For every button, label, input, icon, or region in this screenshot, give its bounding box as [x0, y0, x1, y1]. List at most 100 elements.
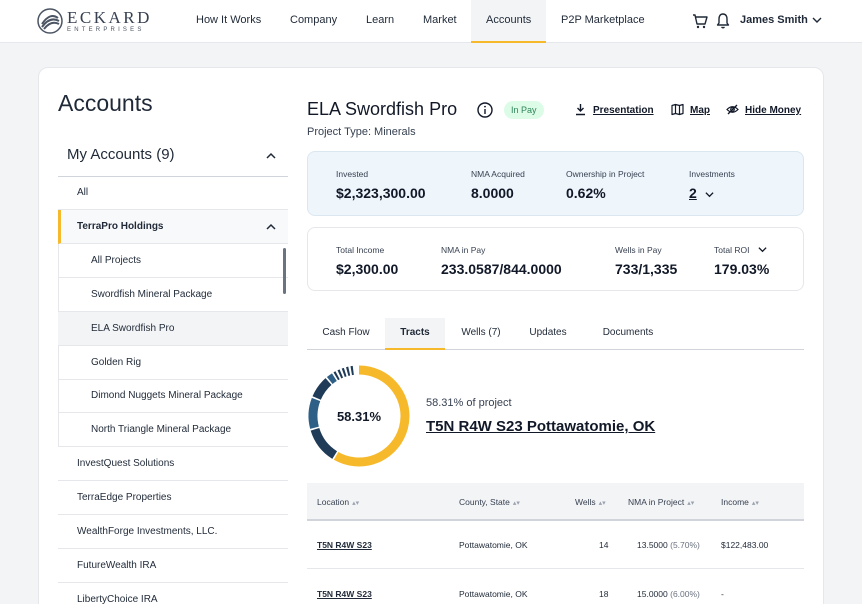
my-accounts-header[interactable]: My Accounts (9) — [58, 137, 288, 177]
column-header-label: Income — [721, 497, 749, 507]
column-header-county-state[interactable]: County, State ▴▾ — [459, 497, 520, 507]
bell-icon[interactable] — [714, 12, 732, 30]
sidebar-project-north-triangle[interactable]: North Triangle Mineral Package — [58, 413, 288, 447]
column-header-label: NMA in Project — [628, 497, 685, 507]
sidebar-account-futurewealth[interactable]: FutureWealth IRA — [58, 549, 288, 583]
sidebar-project-swordfish-mineral[interactable]: Swordfish Mineral Package — [58, 278, 288, 312]
donut-slice-other — [308, 397, 321, 429]
eye-off-icon[interactable] — [726, 103, 739, 116]
nav-learn[interactable]: Learn — [366, 14, 395, 26]
column-header-location[interactable]: Location ▴▾ — [317, 497, 359, 507]
user-name[interactable]: James Smith — [740, 14, 808, 26]
sidebar-item-all[interactable]: All — [58, 176, 288, 210]
chevron-up-icon[interactable] — [266, 151, 276, 161]
tab-wells[interactable]: Wells (7) — [461, 327, 501, 338]
logo[interactable]: ECKARD ENTERPRISES — [37, 7, 152, 35]
status-badge: In Pay — [504, 101, 544, 119]
tracts-table-header: Location ▴▾ County, State ▴▾ Wells ▴▾ NMA i… — [307, 483, 804, 521]
logo-subtitle: ENTERPRISES — [67, 27, 145, 33]
nma-acquired-value: 8.0000 — [471, 185, 514, 201]
sidebar-account-investquest[interactable]: InvestQuest Solutions — [58, 447, 288, 481]
table-row[interactable]: T5N R4W S23 Pottawatomie, OK 18 15.0000 … — [307, 570, 804, 604]
sort-icon[interactable]: ▴▾ — [512, 500, 520, 507]
nma-in-pay-label: NMA in Pay — [441, 245, 486, 255]
investments-value[interactable]: 2 — [689, 185, 697, 201]
row-nma: 13.5000 (5.70%) — [637, 540, 700, 550]
tract-name-link[interactable]: T5N R4W S23 Pottawatomie, OK — [426, 418, 656, 435]
hide-money-link[interactable]: Hide Money — [745, 105, 802, 116]
investments-chevron-down-icon[interactable] — [705, 190, 714, 199]
invested-value: $2,323,300.00 — [336, 185, 426, 201]
sidebar-group-label: TerraPro Holdings — [77, 221, 164, 232]
nav-market[interactable]: Market — [423, 14, 457, 26]
row-location-link[interactable]: T5N R4W S23 — [317, 540, 372, 550]
sidebar-item-label: ELA Swordfish Pro — [91, 323, 175, 334]
download-icon[interactable] — [574, 103, 587, 116]
donut-slice-other — [310, 427, 338, 459]
project-tabs: Cash Flow Tracts Wells (7) Updates Docum… — [307, 318, 804, 350]
map-link[interactable]: Map — [690, 105, 710, 116]
user-menu-chevron-down-icon[interactable] — [812, 15, 822, 25]
sidebar-item-label: InvestQuest Solutions — [77, 458, 175, 469]
row-nma-value: 15.0000 — [637, 589, 668, 599]
sidebar-item-label: All — [77, 187, 89, 198]
wells-in-pay-label: Wells in Pay — [615, 245, 662, 255]
cart-icon[interactable] — [691, 12, 709, 30]
row-nma-percent: (5.70%) — [670, 540, 700, 550]
sidebar-project-golden-rig[interactable]: Golden Rig — [58, 346, 288, 380]
total-roi-chevron-down-icon[interactable] — [758, 245, 767, 254]
sort-icon[interactable]: ▴▾ — [598, 500, 606, 507]
sidebar-item-label: Golden Rig — [91, 357, 142, 368]
column-header-label: County, State — [459, 497, 510, 507]
nav-accounts[interactable]: Accounts — [471, 0, 547, 43]
column-header-nma-in-project[interactable]: NMA in Project ▴▾ — [628, 497, 694, 507]
nma-acquired-label: NMA Acquired — [471, 169, 525, 179]
total-roi-label[interactable]: Total ROI — [714, 245, 750, 255]
row-county-state: Pottawatomie, OK — [459, 589, 528, 599]
nma-in-pay-value: 233.0587/844.0000 — [441, 261, 562, 277]
sort-icon[interactable]: ▴▾ — [687, 500, 695, 507]
column-header-label: Location — [317, 497, 350, 507]
column-header-income[interactable]: Income ▴▾ — [721, 497, 759, 507]
nav-company[interactable]: Company — [290, 14, 338, 26]
sidebar-project-ela-swordfish-pro[interactable]: ELA Swordfish Pro — [58, 312, 288, 346]
sidebar-account-wealthforge[interactable]: WealthForge Investments, LLC. — [58, 515, 288, 549]
row-county-state: Pottawatomie, OK — [459, 540, 528, 550]
sidebar-project-all-projects[interactable]: All Projects — [58, 244, 288, 278]
ownership-value: 0.62% — [566, 185, 606, 201]
sidebar-group-terrapro[interactable]: TerraPro Holdings — [58, 210, 288, 244]
tab-tracts[interactable]: Tracts — [385, 318, 445, 350]
chevron-up-icon[interactable] — [266, 222, 276, 232]
tab-updates[interactable]: Updates — [529, 327, 567, 338]
tab-cash-flow[interactable]: Cash Flow — [322, 327, 370, 338]
project-list-scrollbar[interactable] — [283, 248, 286, 294]
donut-slice-other — [341, 367, 347, 378]
sidebar-item-label: Swordfish Mineral Package — [91, 289, 213, 300]
tab-documents[interactable]: Documents — [602, 327, 654, 338]
row-location-link[interactable]: T5N R4W S23 — [317, 589, 372, 599]
sidebar-project-dimond-nuggets[interactable]: Dimond Nuggets Mineral Package — [58, 379, 288, 413]
sidebar-account-terraedge[interactable]: TerraEdge Properties — [58, 481, 288, 515]
nav-p2p-marketplace[interactable]: P2P Marketplace — [561, 14, 645, 26]
nav-how-it-works[interactable]: How It Works — [196, 14, 262, 26]
info-icon[interactable] — [477, 102, 493, 118]
column-header-wells[interactable]: Wells ▴▾ — [575, 497, 606, 507]
column-header-label: Wells — [575, 497, 596, 507]
total-roi-value: 179.03% — [714, 261, 770, 277]
table-row[interactable]: T5N R4W S23 Pottawatomie, OK 14 13.5000 … — [307, 521, 804, 569]
map-icon[interactable] — [671, 103, 684, 116]
row-wells: 18 — [599, 589, 609, 599]
row-income: $122,483.00 — [721, 540, 769, 550]
presentation-link[interactable]: Presentation — [593, 105, 654, 116]
sidebar-item-label: FutureWealth IRA — [77, 560, 157, 571]
sidebar-item-label: LibertyChoice IRA — [77, 594, 158, 604]
top-navigation: ECKARD ENTERPRISES How It Works Company … — [0, 0, 862, 43]
sort-icon[interactable]: ▴▾ — [352, 500, 360, 507]
row-nma-value: 13.5000 — [637, 540, 668, 550]
sort-icon[interactable]: ▴▾ — [751, 500, 759, 507]
investments-label: Investments — [689, 169, 735, 179]
sidebar-account-libertychoice[interactable]: LibertyChoice IRA — [58, 583, 288, 604]
sidebar-item-label: North Triangle Mineral Package — [91, 424, 232, 435]
donut-slice-other — [333, 371, 340, 381]
logo-name: ECKARD — [67, 8, 152, 27]
